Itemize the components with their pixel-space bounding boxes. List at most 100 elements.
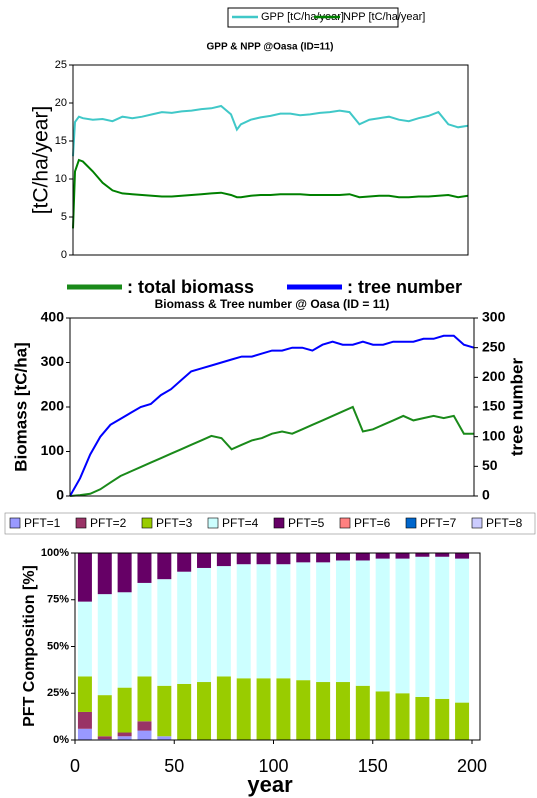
bar-segment (97, 553, 112, 595)
y2-tick-label: 200 (482, 368, 506, 384)
bar-segment (316, 682, 331, 740)
bar-segment (77, 601, 92, 677)
bar-segment (117, 687, 132, 733)
bar-segment (455, 553, 470, 559)
bar-segment (236, 564, 251, 679)
bar-segment (296, 680, 311, 740)
bar-segment (435, 698, 450, 740)
x-tick-label: 50 (164, 756, 184, 776)
legend-label: PFT=5 (288, 516, 325, 530)
bar-segment (276, 564, 291, 679)
y-tick-label: 400 (41, 309, 65, 325)
bar-segment (375, 553, 390, 559)
legend-swatch (9, 517, 21, 529)
y2-tick-label: 0 (482, 487, 490, 503)
bar-segment (197, 682, 212, 740)
y-axis-label: [tC/ha/year] (30, 106, 53, 215)
bar-segment (455, 702, 470, 740)
bar-segment (236, 553, 251, 565)
y2-axis-label: tree number (507, 357, 526, 456)
legend-label: PFT=3 (156, 516, 193, 530)
y2-tick-label: 250 (482, 338, 506, 354)
y-tick-label: 0 (56, 487, 64, 503)
plot-frame (72, 64, 469, 256)
legend-swatch (75, 517, 87, 529)
bar-segment (355, 685, 370, 740)
legend-label: PFT=1 (24, 516, 61, 530)
bar-segment (415, 553, 430, 557)
bar-segment (137, 730, 152, 740)
bar-segment (435, 556, 450, 699)
y-tick-label: 25% (47, 687, 69, 699)
legend-label: : tree number (347, 277, 462, 297)
bar-segment (296, 562, 311, 681)
bar-segment (157, 685, 172, 737)
bar-segment (97, 736, 112, 740)
legend-label: GPP [tC/ha/year] (261, 11, 344, 23)
legend-swatch (141, 517, 153, 529)
bar-segment (256, 678, 271, 740)
bar-segment (256, 564, 271, 679)
legend-label: : total biomass (127, 277, 254, 297)
y-tick-label: 300 (41, 353, 65, 369)
y-tick-label: 100 (41, 442, 65, 458)
bar-segment (117, 553, 132, 593)
legend-label: PFT=2 (90, 516, 127, 530)
chart-title: GPP & NPP @Oasa (ID=11) (207, 42, 334, 53)
legend-swatch (207, 517, 219, 529)
bar-segment (137, 721, 152, 731)
y-tick-label: 50% (47, 640, 69, 652)
bar-segment (216, 566, 231, 677)
legend-box (227, 7, 399, 28)
bar-segment (256, 553, 271, 565)
y-tick-label: 10 (55, 173, 67, 185)
bar-segment (77, 553, 92, 602)
bar-segment (216, 553, 231, 567)
bar-segment (395, 693, 410, 740)
x-tick-label: 200 (457, 756, 487, 776)
bar-segment (236, 678, 251, 740)
plot-frame (69, 317, 475, 497)
bar-segment (137, 582, 152, 677)
bar-segment (296, 553, 311, 563)
y-tick-label: 5 (61, 211, 67, 223)
bar-segment (117, 592, 132, 688)
x-tick-label: 0 (70, 756, 80, 776)
bar-segment (216, 676, 231, 740)
y-tick-label: 20 (55, 97, 67, 109)
bar-segment (117, 736, 132, 740)
bar-segment (335, 553, 350, 561)
bar-segment (77, 711, 92, 729)
y2-tick-label: 150 (482, 398, 506, 414)
legend-frame (4, 512, 536, 535)
legend-swatch (339, 517, 351, 529)
line (69, 405, 474, 497)
line (69, 334, 475, 497)
bar-segment (177, 553, 192, 572)
y-tick-label: 75% (47, 594, 69, 606)
y2-tick-label: 100 (482, 427, 506, 443)
y-tick-label: 25 (55, 59, 67, 71)
line (72, 104, 469, 157)
legend-label: PFT=8 (486, 516, 523, 530)
bar-segment (177, 683, 192, 740)
bar-segment (375, 558, 390, 692)
x-tick-label: 100 (258, 756, 288, 776)
bar-segment (355, 553, 370, 561)
bar-segment (157, 579, 172, 686)
y-tick-label: 0% (53, 734, 69, 746)
bar-segment (157, 736, 172, 740)
bar-segment (157, 553, 172, 580)
bar-segment (77, 676, 92, 712)
bar-segment (137, 553, 152, 583)
line (72, 158, 469, 229)
legend-swatch (273, 517, 285, 529)
bar-segment (415, 696, 430, 740)
bar-segment (117, 732, 132, 737)
bar-segment (355, 560, 370, 686)
legend-label: NPP [tC/ha/year] (343, 11, 425, 23)
legend-swatch (471, 517, 483, 529)
chart-title: Biomass & Tree number @ Oasa (ID = 11) (155, 297, 390, 311)
bar-segment (197, 567, 212, 683)
